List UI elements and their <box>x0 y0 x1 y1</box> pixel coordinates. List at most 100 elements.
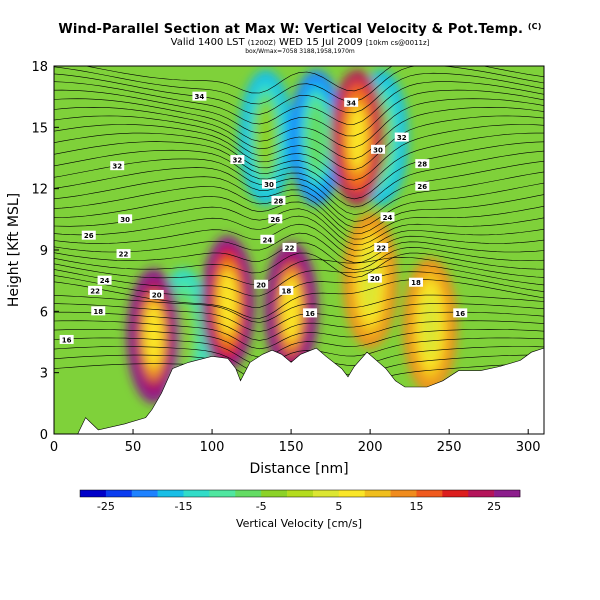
contour-label-9: 28 <box>415 159 430 169</box>
theta-contour-29 <box>54 106 544 160</box>
x-tick-label: 200 <box>358 440 383 455</box>
contour-label-box <box>408 277 423 287</box>
contour-label-4: 32 <box>230 155 245 165</box>
y-axis-label: Height [Kft MSL] <box>6 193 22 307</box>
contour-label-text: 16 <box>305 310 315 318</box>
colorbar-swatch <box>105 490 133 497</box>
x-tick-label: 250 <box>437 440 462 455</box>
contour-label-25: 18 <box>91 306 106 316</box>
contour-label-box <box>271 195 286 205</box>
theta-contour-34 <box>54 66 544 105</box>
colorbar-swatch <box>442 490 469 497</box>
theta-contour-25 <box>54 141 544 200</box>
velocity-cell-5-3 <box>218 270 237 337</box>
contour-label-16: 22 <box>374 242 389 252</box>
chart-subline: box/Wmax=7058 3188,1958,1970m <box>245 48 355 55</box>
contour-label-box <box>118 214 133 224</box>
contour-label-text: 32 <box>232 157 242 165</box>
contour-label-0: 34 <box>192 91 207 101</box>
contour-label-18: 22 <box>88 285 103 295</box>
theta-contour-35 <box>84 66 544 94</box>
contour-label-text: 34 <box>195 93 205 101</box>
theta-contour-19 <box>54 196 544 240</box>
contour-label-text: 32 <box>397 134 407 142</box>
contour-label-text: 18 <box>281 287 291 295</box>
contour-label-text: 22 <box>90 287 100 295</box>
x-tick-label: 50 <box>125 440 142 455</box>
x-axis: 0 50 100 150 200 250 300 <box>50 429 541 455</box>
contour-label-box <box>268 214 283 224</box>
contour-label-text: 32 <box>112 163 122 171</box>
colorbar-tick-label: 25 <box>487 500 501 513</box>
contour-label-26: 16 <box>303 308 318 318</box>
colorbar-swatch <box>390 490 417 497</box>
contour-label-box <box>116 249 131 259</box>
contour-label-17: 22 <box>282 242 297 252</box>
x-axis-label: Distance [nm] <box>249 461 348 477</box>
colorbar-swatch <box>261 490 288 497</box>
contour-label-text: 28 <box>274 197 284 205</box>
contour-label-text: 20 <box>370 275 380 283</box>
colorbar-tick-label: 5 <box>335 500 342 513</box>
contour-label-box <box>380 212 395 222</box>
colorbar-swatch <box>416 490 443 497</box>
contour-label-7: 30 <box>118 214 133 224</box>
contour-label-text: 24 <box>100 277 110 285</box>
contour-label-5: 30 <box>371 144 386 154</box>
y-tick-label: 15 <box>31 121 48 136</box>
contour-label-box <box>192 91 207 101</box>
contour-label-text: 26 <box>270 216 280 224</box>
theta-contour-27 <box>54 124 544 181</box>
theta-contour-13 <box>54 252 544 278</box>
contour-label-box <box>81 230 96 240</box>
theta-contour-7 <box>54 303 544 332</box>
colorbar-swatch <box>468 490 495 497</box>
contour-label-text: 22 <box>119 251 129 259</box>
theta-contour-16 <box>54 223 544 257</box>
chart-title: Wind-Parallel Section at Max W: Vertical… <box>58 22 542 37</box>
contour-label-text: 28 <box>417 161 427 169</box>
y-tick-label: 9 <box>40 244 48 259</box>
theta-contour-32 <box>54 81 544 125</box>
contour-label-text: 24 <box>263 236 273 244</box>
theta-contour-8 <box>54 294 544 323</box>
contour-label-text: 18 <box>411 279 421 287</box>
theta-contour-30 <box>54 98 544 148</box>
colorbar-swatch <box>364 490 391 497</box>
theta-contour-26 <box>54 132 544 191</box>
contour-label-11: 26 <box>268 214 283 224</box>
x-tick-label: 100 <box>200 440 225 455</box>
contour-label-text: 30 <box>120 216 130 224</box>
theta-contour-18 <box>54 206 544 245</box>
colorbar-swatch <box>312 490 340 497</box>
colorbar-swatch <box>494 490 521 497</box>
contour-label-box <box>394 132 409 142</box>
contour-label-10: 26 <box>415 181 430 191</box>
velocity-cell-2-3 <box>307 104 326 171</box>
contour-label-text: 22 <box>285 244 295 252</box>
contour-label-3: 32 <box>110 161 125 171</box>
contour-label-box <box>453 308 468 318</box>
contour-label-22: 20 <box>149 289 164 299</box>
theta-contour-21 <box>54 176 544 228</box>
contour-label-13: 24 <box>380 212 395 222</box>
colorbar-frame <box>79 489 521 498</box>
colorbar-swatch <box>131 490 158 497</box>
contour-label-8: 28 <box>271 195 286 205</box>
theta-contours <box>54 66 544 388</box>
contour-label-6: 30 <box>261 179 276 189</box>
contour-label-box <box>303 308 318 318</box>
contour-label-21: 20 <box>254 279 269 289</box>
colorbar-swatch <box>235 490 262 497</box>
contour-label-box <box>415 159 430 169</box>
x-tick-label: 300 <box>516 440 541 455</box>
colorbar-tick-label: -25 <box>97 500 115 513</box>
y-tick-label: 18 <box>31 60 48 75</box>
contour-label-text: 30 <box>264 181 274 189</box>
contour-label-box <box>97 275 112 285</box>
contour-label-box <box>371 144 386 154</box>
colorbar-label: Vertical Velocity [cm/s] <box>236 517 362 530</box>
theta-contour-labels: 3434323232303030282826262624242422222222… <box>59 91 468 344</box>
contour-label-box <box>254 279 269 289</box>
contour-label-text: 26 <box>417 183 427 191</box>
